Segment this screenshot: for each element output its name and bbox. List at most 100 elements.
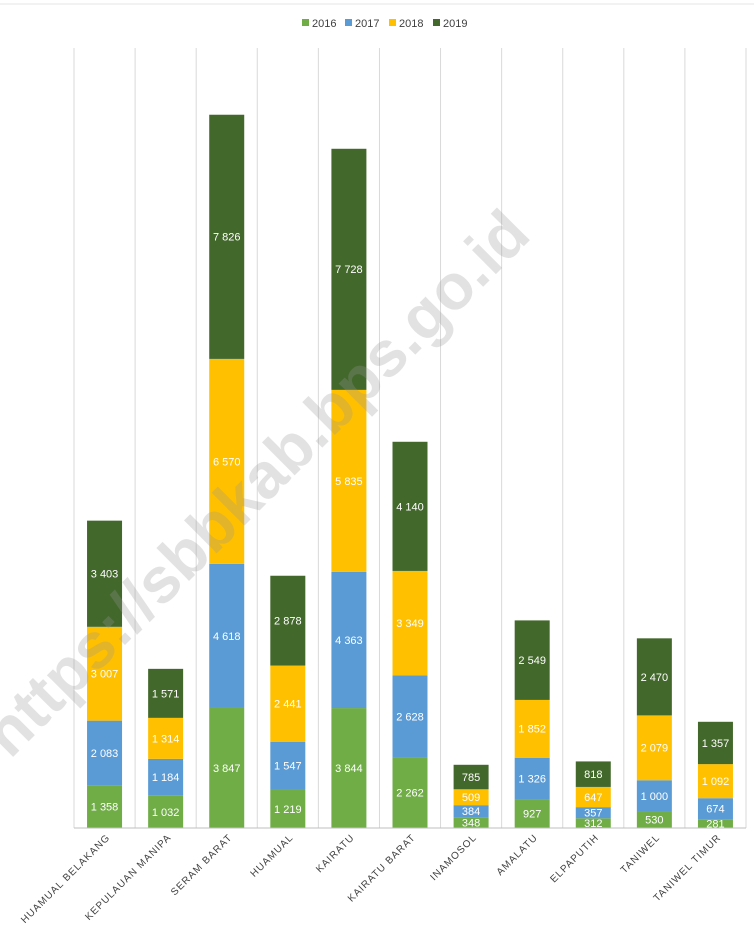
bar-segment-2019: [331, 148, 367, 390]
bar-segment-2016: [392, 757, 428, 828]
bar-segment-2018: [636, 715, 672, 781]
bar-segment-2017: [148, 758, 184, 796]
category-label: KAIRATU BARAT: [346, 832, 418, 904]
bar-segment-2018: [331, 389, 367, 572]
data-label-2016: 1 358: [91, 802, 119, 814]
data-label-2018: 6 570: [213, 456, 241, 468]
data-label-2017: 357: [584, 808, 602, 820]
data-label-2018: 3 349: [396, 618, 424, 630]
bar-segment-2018: [87, 626, 123, 721]
data-label-2016: 348: [462, 817, 480, 829]
legend-label-2017: 2017: [355, 18, 379, 30]
bar-segment-2017: [514, 757, 550, 800]
category-label: TANIWEL: [619, 832, 663, 876]
data-label-2016: 2 262: [396, 788, 424, 800]
bar-segment-2019: [636, 638, 672, 716]
data-label-2017: 4 363: [335, 635, 363, 647]
bar-segment-2016: [575, 818, 611, 828]
data-label-2016: 3 844: [335, 763, 363, 775]
data-label-2018: 1 092: [702, 776, 730, 788]
bar-segment-2019: [453, 764, 489, 790]
data-label-2016: 281: [706, 819, 724, 831]
bar-segment-2016: [697, 819, 733, 828]
legend-swatch-2017: [345, 19, 352, 26]
data-label-2016: 1 032: [152, 807, 180, 819]
category-label: SERAM BARAT: [169, 832, 235, 898]
data-label-2018: 509: [462, 792, 480, 804]
data-label-2019: 1 357: [702, 738, 730, 750]
data-label-2016: 3 847: [213, 763, 241, 775]
data-label-2017: 384: [462, 806, 480, 818]
bar-segment-2019: [514, 620, 550, 700]
bar-segment-2019: [697, 721, 733, 765]
bar-segment-2016: [453, 817, 489, 828]
bar-segment-2019: [392, 441, 428, 571]
bar-segment-2018: [270, 665, 306, 742]
category-label: INAMOSOL: [428, 832, 479, 883]
legend-swatch-2019: [433, 19, 440, 26]
bar-segment-2018: [148, 717, 184, 759]
data-label-2019: 3 403: [91, 569, 119, 581]
legend-swatch-2018: [389, 19, 396, 26]
data-label-2017: 2 083: [91, 748, 119, 760]
segment-labels: 1 358 2 083 3 007 3 403 1 032 1 184 1 314 1 571…: [91, 232, 729, 831]
data-label-2018: 3 007: [91, 669, 119, 681]
data-label-2019: 7 826: [213, 232, 241, 244]
bar-segment-2018: [575, 786, 611, 808]
bar-segment-2019: [148, 668, 184, 718]
category-label: HUAMUAL: [249, 832, 296, 879]
data-label-2016: 530: [645, 815, 663, 827]
bar-segment-2016: [209, 707, 245, 828]
data-label-2017: 4 618: [213, 631, 241, 643]
category-label: TANIWEL TIMUR: [652, 832, 724, 904]
data-label-2017: 1 184: [152, 772, 180, 784]
bars: [87, 114, 733, 828]
bar-segment-2019: [87, 520, 123, 627]
bar-segment-2018: [514, 699, 550, 758]
data-label-2016: 312: [584, 818, 602, 830]
bar-segment-2018: [697, 764, 733, 799]
bar-segment-2016: [636, 811, 672, 828]
data-label-2016: 1 219: [274, 804, 302, 816]
bar-segment-2016: [331, 708, 367, 828]
category-label: AMALATU: [495, 832, 541, 878]
bar-segment-2017: [636, 780, 672, 812]
gridlines: [73, 48, 747, 828]
data-label-2017: 1 547: [274, 761, 302, 773]
bar-segment-2017: [270, 741, 306, 790]
data-label-2017: 1 326: [518, 773, 546, 785]
data-label-2018: 2 079: [641, 743, 669, 755]
data-label-2019: 2 470: [641, 672, 669, 684]
data-label-2018: 2 441: [274, 699, 302, 711]
legend-swatch-2016: [302, 19, 309, 26]
bar-segment-2016: [87, 785, 123, 828]
data-label-2019: 785: [462, 772, 480, 784]
bar-segment-2018: [392, 570, 428, 676]
legend: 2016 2017 2018 2019: [302, 18, 467, 30]
bar-segment-2017: [87, 720, 123, 786]
bar-segment-2017: [697, 798, 733, 820]
bar-segment-2019: [270, 575, 306, 666]
legend-label-2018: 2018: [399, 18, 423, 30]
data-label-2018: 1 314: [152, 733, 180, 745]
bar-segment-2018: [453, 789, 489, 806]
data-label-2018: 1 852: [518, 724, 546, 736]
bar-segment-2019: [209, 114, 245, 359]
category-label: ELPAPUTIH: [548, 832, 601, 885]
bar-segment-2017: [453, 805, 489, 818]
bar-segment-2016: [148, 795, 184, 828]
data-label-2019: 1 571: [152, 688, 180, 700]
category-label: KAIRATU: [314, 832, 357, 875]
data-label-2019: 7 728: [335, 264, 363, 276]
bar-segment-2016: [270, 789, 306, 828]
bar-segment-2019: [575, 761, 611, 787]
data-label-2018: 647: [584, 792, 602, 804]
bar-segment-2016: [514, 799, 550, 828]
data-label-2018: 5 835: [335, 476, 363, 488]
data-label-2019: 2 878: [274, 616, 302, 628]
data-label-2017: 1 000: [641, 791, 669, 803]
legend-label-2016: 2016: [312, 18, 336, 30]
bar-segment-2017: [392, 675, 428, 758]
